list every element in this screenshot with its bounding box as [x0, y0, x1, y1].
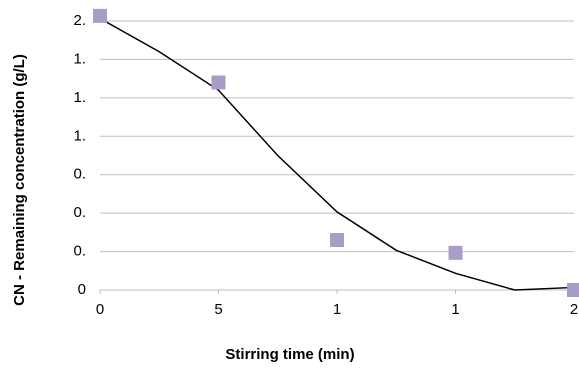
- y-tick-label: 1.: [73, 50, 86, 67]
- y-tick-label: 0.: [73, 166, 86, 183]
- y-tick-label: 1.: [73, 89, 86, 106]
- x-tick-label: 1: [333, 301, 341, 318]
- marker: [93, 8, 107, 23]
- x-tick-label: 5: [214, 301, 222, 318]
- y-tick-label: 1.: [73, 127, 86, 144]
- y-axis-label: CN - Remaining concentration (g/L): [11, 54, 28, 306]
- y-tick-label: 0.: [73, 243, 86, 260]
- y-tick-label: 0.: [73, 204, 86, 221]
- marker: [448, 245, 463, 260]
- y-tick-label: 2.: [73, 12, 86, 29]
- marker: [567, 283, 579, 297]
- marker: [211, 75, 226, 90]
- x-tick-label: 0: [96, 301, 104, 318]
- x-tick-label: 2: [570, 301, 578, 318]
- x-axis-label: Stirring time (min): [225, 346, 354, 363]
- marker: [330, 233, 344, 248]
- x-tick-label: 1: [451, 301, 459, 318]
- trendline: [99, 17, 575, 291]
- y-tick-label: 0: [78, 281, 86, 298]
